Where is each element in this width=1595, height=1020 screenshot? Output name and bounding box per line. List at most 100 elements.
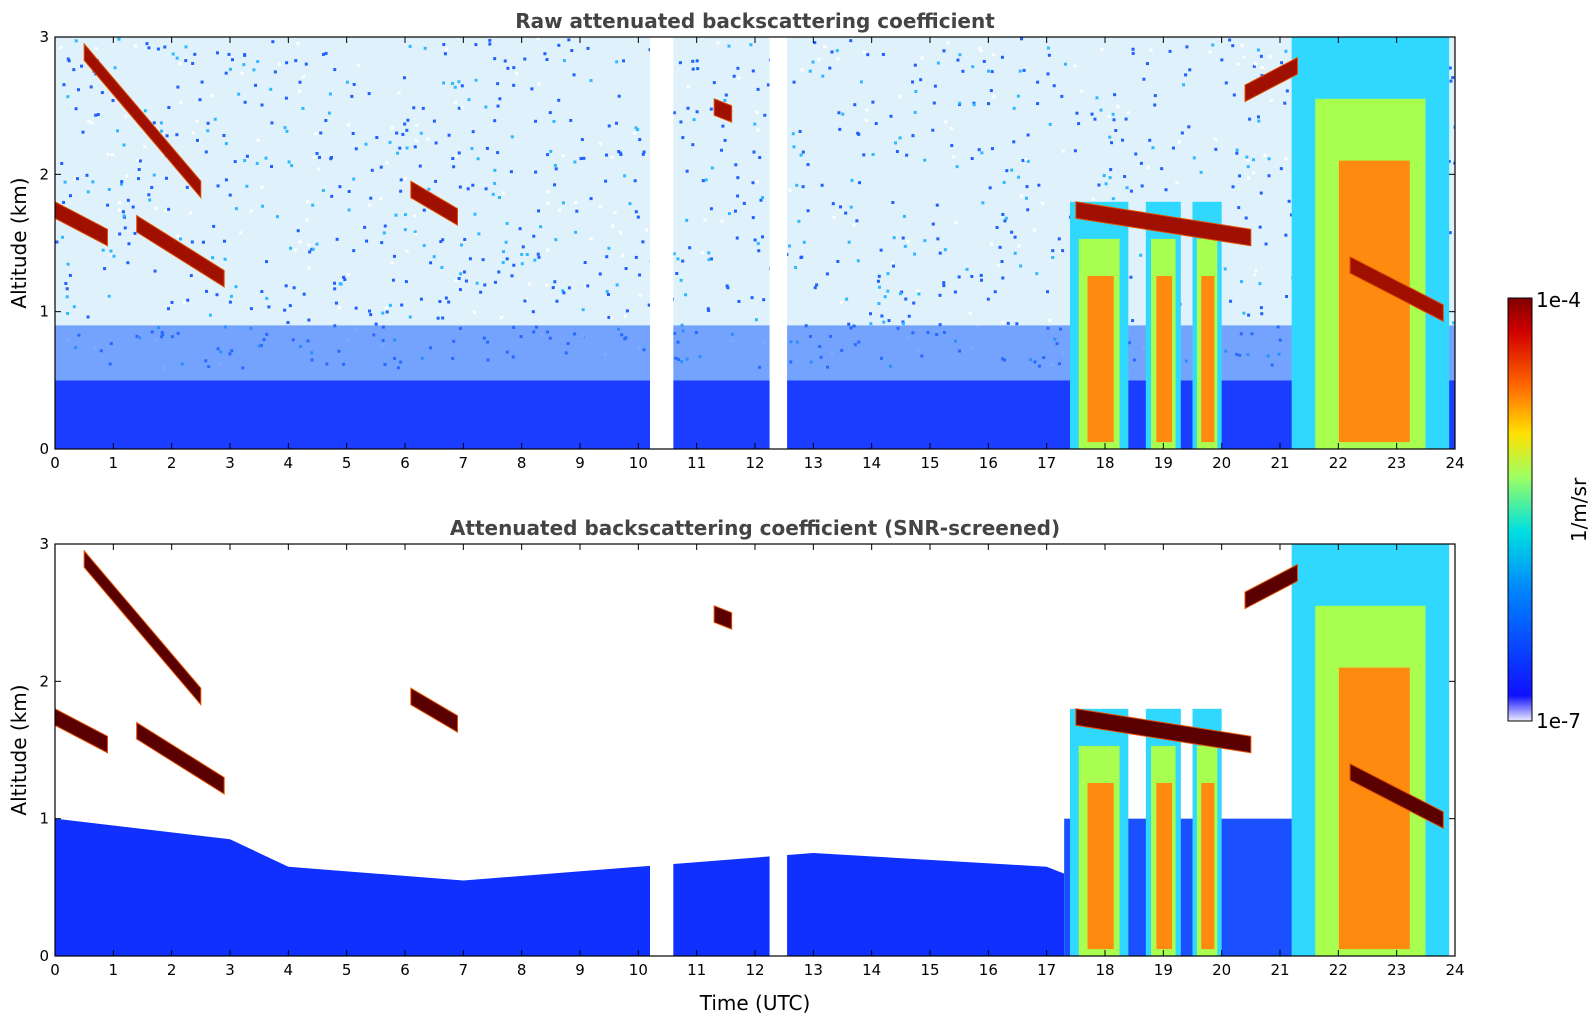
noise-speck <box>252 68 256 72</box>
noise-speck <box>243 159 247 163</box>
noise-speck <box>324 51 328 55</box>
noise-speck <box>369 313 373 317</box>
noise-speck <box>499 316 503 320</box>
noise-speck <box>143 109 147 113</box>
noise-speck <box>936 237 940 241</box>
noise-speck <box>68 194 72 198</box>
panel-screened: Attenuated backscattering coefficient (S… <box>7 516 1465 1015</box>
noise-speck <box>286 321 290 325</box>
cloud-layer-6 <box>1244 56 1298 103</box>
noise-speck <box>249 209 253 213</box>
noise-speck <box>471 130 475 134</box>
x-tick-label: 14 <box>862 961 881 979</box>
noise-speck <box>836 259 840 263</box>
noise-speck <box>1010 230 1014 234</box>
noise-speck <box>408 44 412 48</box>
noise-speck <box>733 209 737 213</box>
y-tick-label: 0 <box>39 947 49 965</box>
noise-speck <box>1109 168 1113 172</box>
y-axis-label-raw: Altitude (km) <box>7 177 31 308</box>
noise-speck <box>797 219 801 223</box>
noise-speck <box>506 66 510 70</box>
cloud-layer-0 <box>83 549 202 707</box>
noise-speck <box>981 201 985 205</box>
noise-speck <box>1026 208 1030 212</box>
noise-speck <box>982 59 986 63</box>
noise-speck <box>493 168 497 172</box>
noise-speck <box>76 88 80 92</box>
noise-speck <box>686 106 690 110</box>
noise-speck <box>1242 311 1246 315</box>
noise-speck <box>891 201 895 205</box>
noise-speck <box>504 240 508 244</box>
noise-speck <box>623 174 627 178</box>
plot-area-raw <box>55 37 1455 449</box>
noise-speck <box>134 44 138 48</box>
noise-speck <box>228 300 232 304</box>
noise-speck <box>1045 290 1049 294</box>
noise-speck <box>751 216 755 220</box>
noise-speck <box>267 305 271 309</box>
noise-speck <box>109 249 113 253</box>
noise-speck <box>1247 176 1251 180</box>
noise-speck <box>691 59 695 63</box>
noise-speck <box>847 322 851 326</box>
noise-speck <box>477 232 481 236</box>
noise-speck <box>406 118 410 122</box>
noise-speck <box>1016 94 1020 98</box>
noise-speck <box>1269 98 1273 102</box>
noise-speck <box>463 237 467 241</box>
noise-speck <box>434 141 438 145</box>
noise-speck <box>1060 94 1064 98</box>
noise-speck <box>531 310 535 314</box>
noise-speck <box>270 165 274 169</box>
noise-speck <box>871 153 875 157</box>
noise-speck <box>869 312 873 316</box>
noise-speck <box>388 140 392 144</box>
noise-speck <box>423 46 427 50</box>
noise-speck <box>756 87 760 91</box>
noise-speck <box>1235 148 1239 152</box>
noise-speck <box>553 280 557 284</box>
noise-speck <box>80 64 84 68</box>
noise-speck <box>914 89 918 93</box>
x-tick-label: 24 <box>1445 454 1464 472</box>
colorbar-unit-label: 1/m/sr <box>1567 477 1591 542</box>
noise-speck <box>471 183 475 187</box>
noise-speck <box>118 232 122 236</box>
noise-speck <box>838 127 842 131</box>
noise-speck <box>476 157 480 161</box>
noise-speck <box>881 52 885 56</box>
noise-speck <box>198 98 202 102</box>
noise-speck <box>1182 83 1186 87</box>
noise-speck <box>641 152 645 156</box>
noise-speck <box>862 153 866 157</box>
noise-speck <box>572 73 576 77</box>
cloud-layer-5 <box>1075 708 1252 754</box>
noise-speck <box>533 258 537 262</box>
noise-speck <box>972 101 976 105</box>
plume-hot-1 <box>1156 782 1173 950</box>
noise-speck <box>1211 43 1215 47</box>
noise-speck <box>567 286 571 290</box>
noise-speck <box>496 82 500 86</box>
noise-speck <box>562 291 566 295</box>
noise-speck <box>321 188 325 192</box>
noise-speck <box>1453 161 1455 165</box>
noise-speck <box>811 60 815 64</box>
noise-speck <box>124 114 128 118</box>
noise-speck <box>66 95 70 99</box>
noise-speck <box>260 103 264 107</box>
x-tick-label: 20 <box>1212 454 1231 472</box>
noise-speck <box>306 200 310 204</box>
noise-speck <box>256 138 260 142</box>
noise-speck <box>554 167 558 171</box>
noise-speck <box>935 203 939 207</box>
noise-speck <box>950 126 954 130</box>
noise-speck <box>311 247 315 251</box>
noise-speck <box>978 47 982 51</box>
noise-speck <box>343 278 347 282</box>
x-tick-label: 24 <box>1445 961 1464 979</box>
noise-speck <box>347 208 351 212</box>
noise-speck <box>154 206 158 210</box>
